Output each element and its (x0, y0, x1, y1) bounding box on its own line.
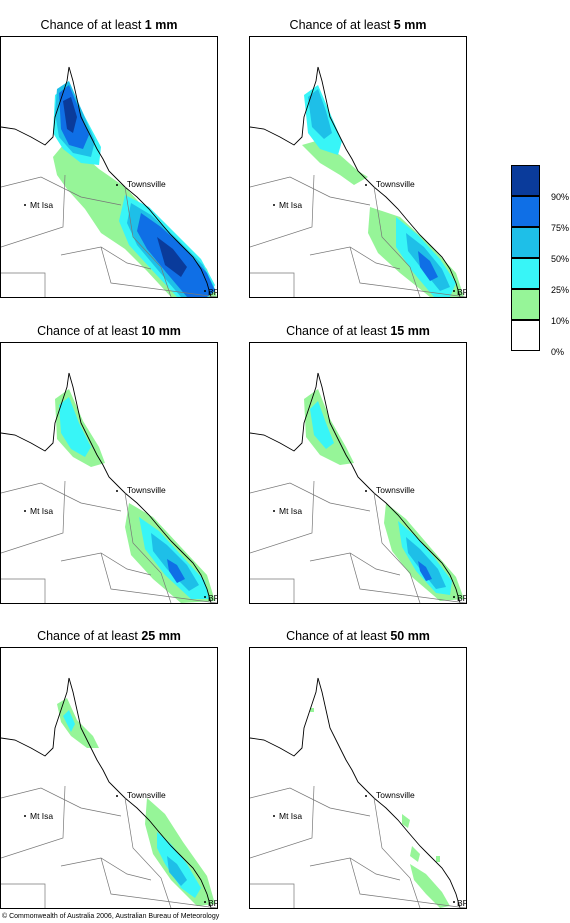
title-amount: 1 mm (144, 18, 178, 32)
rain-fill (302, 85, 464, 297)
panel-title: Chance of at least 10 mm (0, 322, 218, 340)
panel-title: Chance of at least 25 mm (0, 627, 218, 645)
townsville-label: Townsville (376, 790, 415, 800)
legend-swatch-4 (511, 289, 540, 320)
mt-isa-label: Mt Isa (30, 506, 53, 516)
borders (1, 785, 217, 908)
bris-label: BRIS (457, 593, 466, 603)
bris-label: BRIS (457, 898, 466, 908)
map-graphic: Townsville Mt Isa BRIS (250, 677, 466, 908)
townsville-marker (116, 490, 118, 492)
title-prefix: Chance of at least (40, 18, 142, 32)
mt-isa-label: Mt Isa (279, 506, 302, 516)
mt-isa-label: Mt Isa (30, 200, 53, 210)
mt-isa-label: Mt Isa (30, 811, 53, 821)
townsville-label: Townsville (376, 485, 415, 495)
map-25mm: Townsville Mt Isa BRIS (0, 647, 218, 909)
borders (1, 174, 217, 297)
title-amount: 25 mm (141, 629, 181, 643)
mt-isa-label: Mt Isa (279, 200, 302, 210)
coastline (250, 677, 461, 908)
townsville-marker (116, 184, 118, 186)
map-graphic: Townsville Mt Isa BRIS (250, 372, 466, 603)
legend-tick-75: 75% (551, 223, 570, 233)
rain-fill (53, 81, 217, 297)
title-amount: 5 mm (393, 18, 427, 32)
legend-tick-10: 10% (551, 316, 570, 326)
rain-fill (310, 708, 450, 908)
panel-title: Chance of at least 1 mm (0, 16, 218, 34)
mt-isa-marker (273, 204, 275, 206)
townsville-marker (365, 490, 367, 492)
legend-swatch-3 (511, 258, 540, 289)
title-prefix: Chance of at least (289, 18, 391, 32)
map-10mm: Townsville Mt Isa BRIS (0, 342, 218, 604)
mt-isa-marker (24, 510, 26, 512)
townsville-marker (365, 795, 367, 797)
bris-marker (204, 901, 206, 903)
townsville-marker (116, 795, 118, 797)
borders (250, 785, 466, 908)
map-graphic: Townsville Mt Isa BRIS (1, 677, 217, 908)
map-5mm: Townsville Mt Isa BRIS (249, 36, 467, 298)
title-prefix: Chance of at least (286, 324, 387, 338)
legend-swatch-5 (511, 320, 540, 351)
legend-tick-0: 0% (551, 347, 565, 357)
panel-title: Chance of at least 15 mm (249, 322, 467, 340)
title-amount: 10 mm (141, 324, 181, 338)
bris-label: BRIS (208, 898, 217, 908)
mt-isa-label: Mt Isa (279, 811, 302, 821)
legend-tick-25: 25% (551, 285, 570, 295)
borders (250, 174, 466, 297)
bris-marker (453, 596, 455, 598)
townsville-label: Townsville (376, 179, 415, 189)
townsville-label: Townsville (127, 790, 166, 800)
map-50mm: Townsville Mt Isa BRIS (249, 647, 467, 909)
title-prefix: Chance of at least (37, 324, 138, 338)
legend-tick-90: 90% (551, 192, 570, 202)
townsville-marker (365, 184, 367, 186)
bris-label: BRIS (208, 287, 217, 297)
mt-isa-marker (273, 815, 275, 817)
bris-marker (453, 290, 455, 292)
bris-label: BRIS (208, 593, 217, 603)
bris-marker (204, 596, 206, 598)
townsville-label: Townsville (127, 485, 166, 495)
legend: 90% 75% 50% 25% 10% 0% (511, 165, 570, 357)
map-graphic: Townsville Mt Isa BRIS (1, 66, 217, 297)
rain-fill (55, 389, 215, 603)
borders (250, 480, 466, 603)
legend-tick-50: 50% (551, 254, 570, 264)
legend-swatch-0 (511, 165, 540, 196)
map-15mm: Townsville Mt Isa BRIS (249, 342, 467, 604)
map-graphic: Townsville Mt Isa BRIS (1, 372, 217, 603)
map-graphic: Townsville Mt Isa BRIS (250, 66, 466, 297)
copyright-footer: © Commonwealth of Australia 2006, Austra… (2, 913, 220, 920)
title-amount: 15 mm (390, 324, 430, 338)
panel-title: Chance of at least 50 mm (249, 627, 467, 645)
legend-swatch-1 (511, 196, 540, 227)
legend-swatch-2 (511, 227, 540, 258)
borders (1, 480, 217, 603)
mt-isa-marker (24, 815, 26, 817)
rain-fill (57, 698, 215, 906)
title-amount: 50 mm (390, 629, 430, 643)
rain-fill (304, 389, 464, 601)
mt-isa-marker (273, 510, 275, 512)
townsville-label: Townsville (127, 179, 166, 189)
bris-marker (453, 901, 455, 903)
title-prefix: Chance of at least (286, 629, 387, 643)
mt-isa-marker (24, 204, 26, 206)
bris-marker (204, 290, 206, 292)
title-prefix: Chance of at least (37, 629, 138, 643)
panel-title: Chance of at least 5 mm (249, 16, 467, 34)
map-1mm: Townsville Mt Isa BRIS (0, 36, 218, 298)
bris-label: BRIS (457, 287, 466, 297)
